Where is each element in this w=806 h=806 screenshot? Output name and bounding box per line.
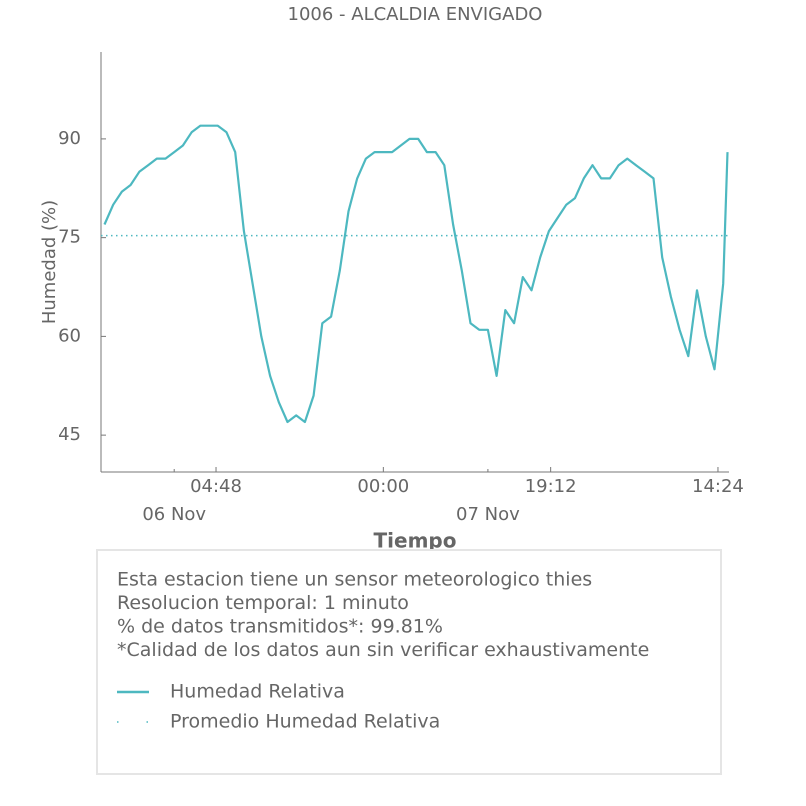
y-tick-label: 60: [58, 325, 81, 346]
x-minor-tick-label: 07 Nov: [456, 504, 520, 525]
legend-label: Humedad Relativa: [170, 681, 345, 703]
info-text: Resolucion temporal: 1 minuto: [117, 592, 409, 614]
y-tick-label: 45: [58, 424, 81, 445]
x-minor-tick-label: 06 Nov: [142, 504, 206, 525]
x-tick-label: 19:12: [525, 476, 577, 497]
info-text: *Calidad de los datos aun sin verificar …: [117, 639, 649, 661]
y-tick-label: 90: [58, 128, 81, 149]
info-text: % de datos transmitidos*: 99.81%: [117, 616, 443, 638]
series-line: [103, 124, 729, 424]
x-axis-label: Tiempo: [374, 529, 457, 553]
y-tick-label: 75: [58, 227, 81, 248]
x-tick-label: 14:24: [692, 476, 744, 497]
y-axis-label: Humedad (%): [39, 200, 60, 324]
x-tick-label: 04:48: [190, 476, 242, 497]
info-text: Esta estacion tiene un sensor meteorolog…: [117, 569, 592, 591]
legend-label: Promedio Humedad Relativa: [170, 711, 440, 733]
chart-title: 1006 - ALCALDIA ENVIGADO: [288, 4, 543, 25]
x-tick-label: 00:00: [357, 476, 409, 497]
legend-box: [96, 549, 722, 775]
